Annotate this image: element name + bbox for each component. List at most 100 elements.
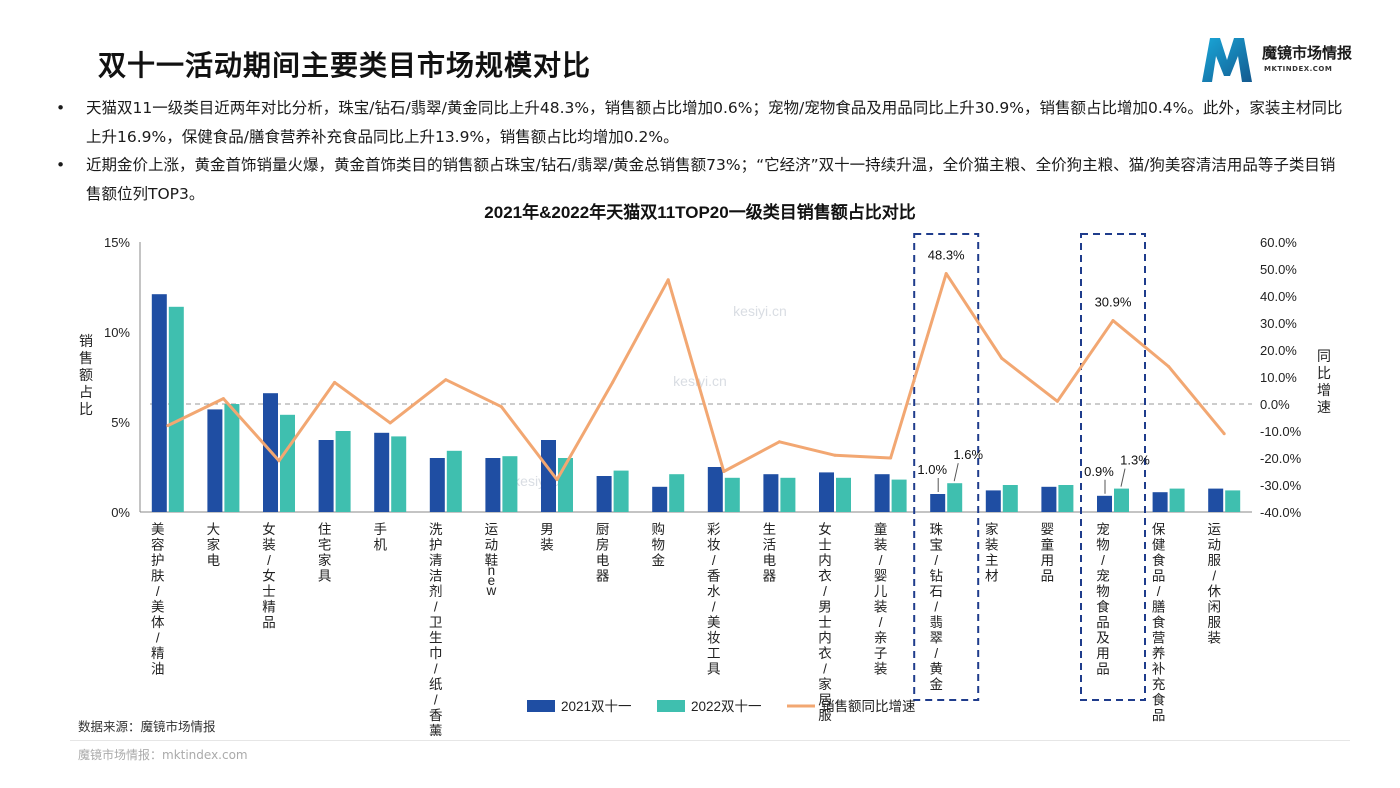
bar-2022	[891, 479, 907, 512]
bullet-dot: •	[56, 99, 66, 117]
y2-tick-label: 0.0%	[1260, 397, 1290, 412]
bar-2021	[930, 494, 946, 512]
bar-2022	[502, 456, 518, 512]
x-tick-label: 保健食品/膳食营养补充食品	[1152, 522, 1166, 723]
x-tick-label: 男装	[540, 522, 554, 553]
x-tick-label: 洗护清洁剂/卫生巾/纸/香薰	[429, 522, 443, 736]
growth-point	[944, 272, 948, 276]
growth-point	[221, 397, 225, 401]
watermark-text: kesiyi.cn	[673, 373, 727, 389]
growth-point	[499, 405, 503, 409]
x-tick-label: 宠物/宠物食品及用品	[1096, 522, 1110, 677]
growth-point	[1000, 356, 1004, 360]
growth-point	[889, 456, 893, 460]
bar-2021	[1152, 492, 1168, 512]
x-tick-label: 家装主材	[985, 521, 999, 584]
y-axis-label: 销售额占比	[79, 333, 93, 417]
bullet-text: 近期金价上涨，黄金首饰销量火爆，黄金首饰类目的销售额占珠宝/钻石/翡翠/黄金总销…	[86, 156, 1336, 203]
x-tick-label: 大家电	[207, 522, 221, 568]
growth-point	[1167, 364, 1171, 368]
x-tick-label: 彩妆/香水/美妆工具	[707, 522, 721, 677]
bar-2021	[1097, 495, 1112, 512]
data-source-note: 数据来源：魔镜市场情报	[78, 719, 216, 734]
growth-point	[722, 470, 726, 473]
growth-point	[1111, 319, 1115, 323]
growth-point	[555, 478, 559, 482]
bar-2022	[1169, 488, 1185, 512]
bar-2021	[318, 440, 334, 512]
x-tick-label: 女士内衣/男士内衣/家居服	[818, 521, 832, 723]
x-tick-label: 生活电器	[763, 522, 777, 584]
growth-point	[833, 453, 837, 457]
brand-logo: 魔镜市场情报 MKTINDEX.COM	[1198, 36, 1368, 86]
bar-2021	[985, 490, 1001, 512]
x-tick-label: 婴童用品	[1041, 522, 1055, 584]
brand-url: MKTINDEX.COM	[1264, 65, 1333, 73]
bar-2021	[707, 467, 723, 512]
summary-bullet-2: • 近期金价上涨，黄金首饰销量火爆，黄金首饰类目的销售额占珠宝/钻石/翡翠/黄金…	[56, 151, 1346, 208]
legend-label-growth: 销售额同比增速	[821, 699, 916, 714]
bar-2022	[1114, 488, 1129, 512]
brand-name: 魔镜市场情报	[1262, 44, 1353, 62]
x-tick-label: 手机	[373, 522, 387, 553]
x-tick-label: 住宅家具	[318, 522, 332, 584]
bar-data-label-2022: 1.6%	[953, 447, 983, 462]
y-tick-label: 10%	[104, 325, 130, 340]
line-data-label: 30.9%	[1095, 295, 1132, 310]
watermark-text: kesiyi.cn	[733, 303, 787, 319]
bar-2021	[874, 474, 890, 512]
bar-2021	[374, 432, 390, 512]
bar-2022	[724, 477, 740, 512]
legend-swatch-2022	[657, 700, 685, 712]
bar-2022	[613, 470, 629, 512]
page-title: 双十一活动期间主要类目市场规模对比	[98, 49, 592, 82]
bar-2021	[819, 472, 834, 512]
summary-bullets: • 天猫双11一级类目近两年对比分析，珠宝/钻石/翡翠/黄金同比上升48.3%，…	[56, 94, 1346, 208]
y2-tick-label: -40.0%	[1260, 505, 1302, 520]
bar-2022	[780, 477, 796, 512]
growth-point	[277, 459, 281, 463]
bar-2022	[1225, 490, 1241, 512]
summary-bullet-1: • 天猫双11一级类目近两年对比分析，珠宝/钻石/翡翠/黄金同比上升48.3%，…	[56, 94, 1346, 151]
x-tick-label: 珠宝/钻石/翡翠/黄金	[929, 522, 943, 692]
bar-2021	[151, 294, 167, 512]
bar-2021	[763, 474, 779, 512]
bullet-dot: •	[56, 156, 66, 174]
bar-2022	[947, 483, 963, 512]
leader-line	[1120, 468, 1126, 487]
legend-swatch-2021	[527, 700, 555, 712]
x-tick-label: 童装/婴儿装/亲子装	[874, 521, 888, 677]
bar-2022	[168, 306, 184, 512]
footer-note: 魔镜市场情报：mktindex.com	[78, 748, 248, 762]
bar-2021	[541, 440, 556, 512]
growth-point	[1055, 399, 1059, 403]
bar-2021	[652, 486, 668, 512]
y2-tick-label: 50.0%	[1260, 262, 1297, 277]
line-data-label: 48.3%	[928, 248, 965, 263]
x-tick-label: 女装/女士精品	[262, 521, 276, 630]
x-tick-label: 美容护肤/美体/精油	[151, 522, 165, 677]
growth-point	[777, 440, 781, 444]
brand-m-icon	[1202, 38, 1252, 82]
bar-2022	[335, 431, 351, 512]
x-tick-label: 运动鞋 n e w	[485, 522, 499, 598]
y2-tick-label: -10.0%	[1260, 424, 1302, 439]
growth-point	[333, 380, 337, 384]
footer-divider	[70, 740, 1350, 741]
bar-2022	[669, 474, 685, 512]
bar-2022	[224, 404, 240, 512]
leader-line	[953, 463, 959, 482]
growth-point	[1222, 432, 1226, 436]
chart-container: kesiyi.cn kesiyi.cn kesiyi.cn 2021年&2022年天猫…	[0, 196, 1400, 736]
bar-2021	[596, 476, 612, 512]
y2-tick-label: 10.0%	[1260, 370, 1297, 385]
legend-label-2021: 2021双十一	[561, 699, 632, 714]
bar-2022	[1002, 485, 1018, 512]
bar-2022	[836, 477, 851, 512]
bar-2022	[446, 450, 462, 512]
y2-tick-label: -20.0%	[1260, 451, 1302, 466]
y2-tick-label: 60.0%	[1260, 235, 1297, 250]
x-tick-label: 运动服/休闲服装	[1207, 522, 1221, 646]
growth-point	[666, 278, 670, 282]
chart-title: 2021年&2022年天猫双11TOP20一级类目销售额占比对比	[484, 202, 915, 222]
